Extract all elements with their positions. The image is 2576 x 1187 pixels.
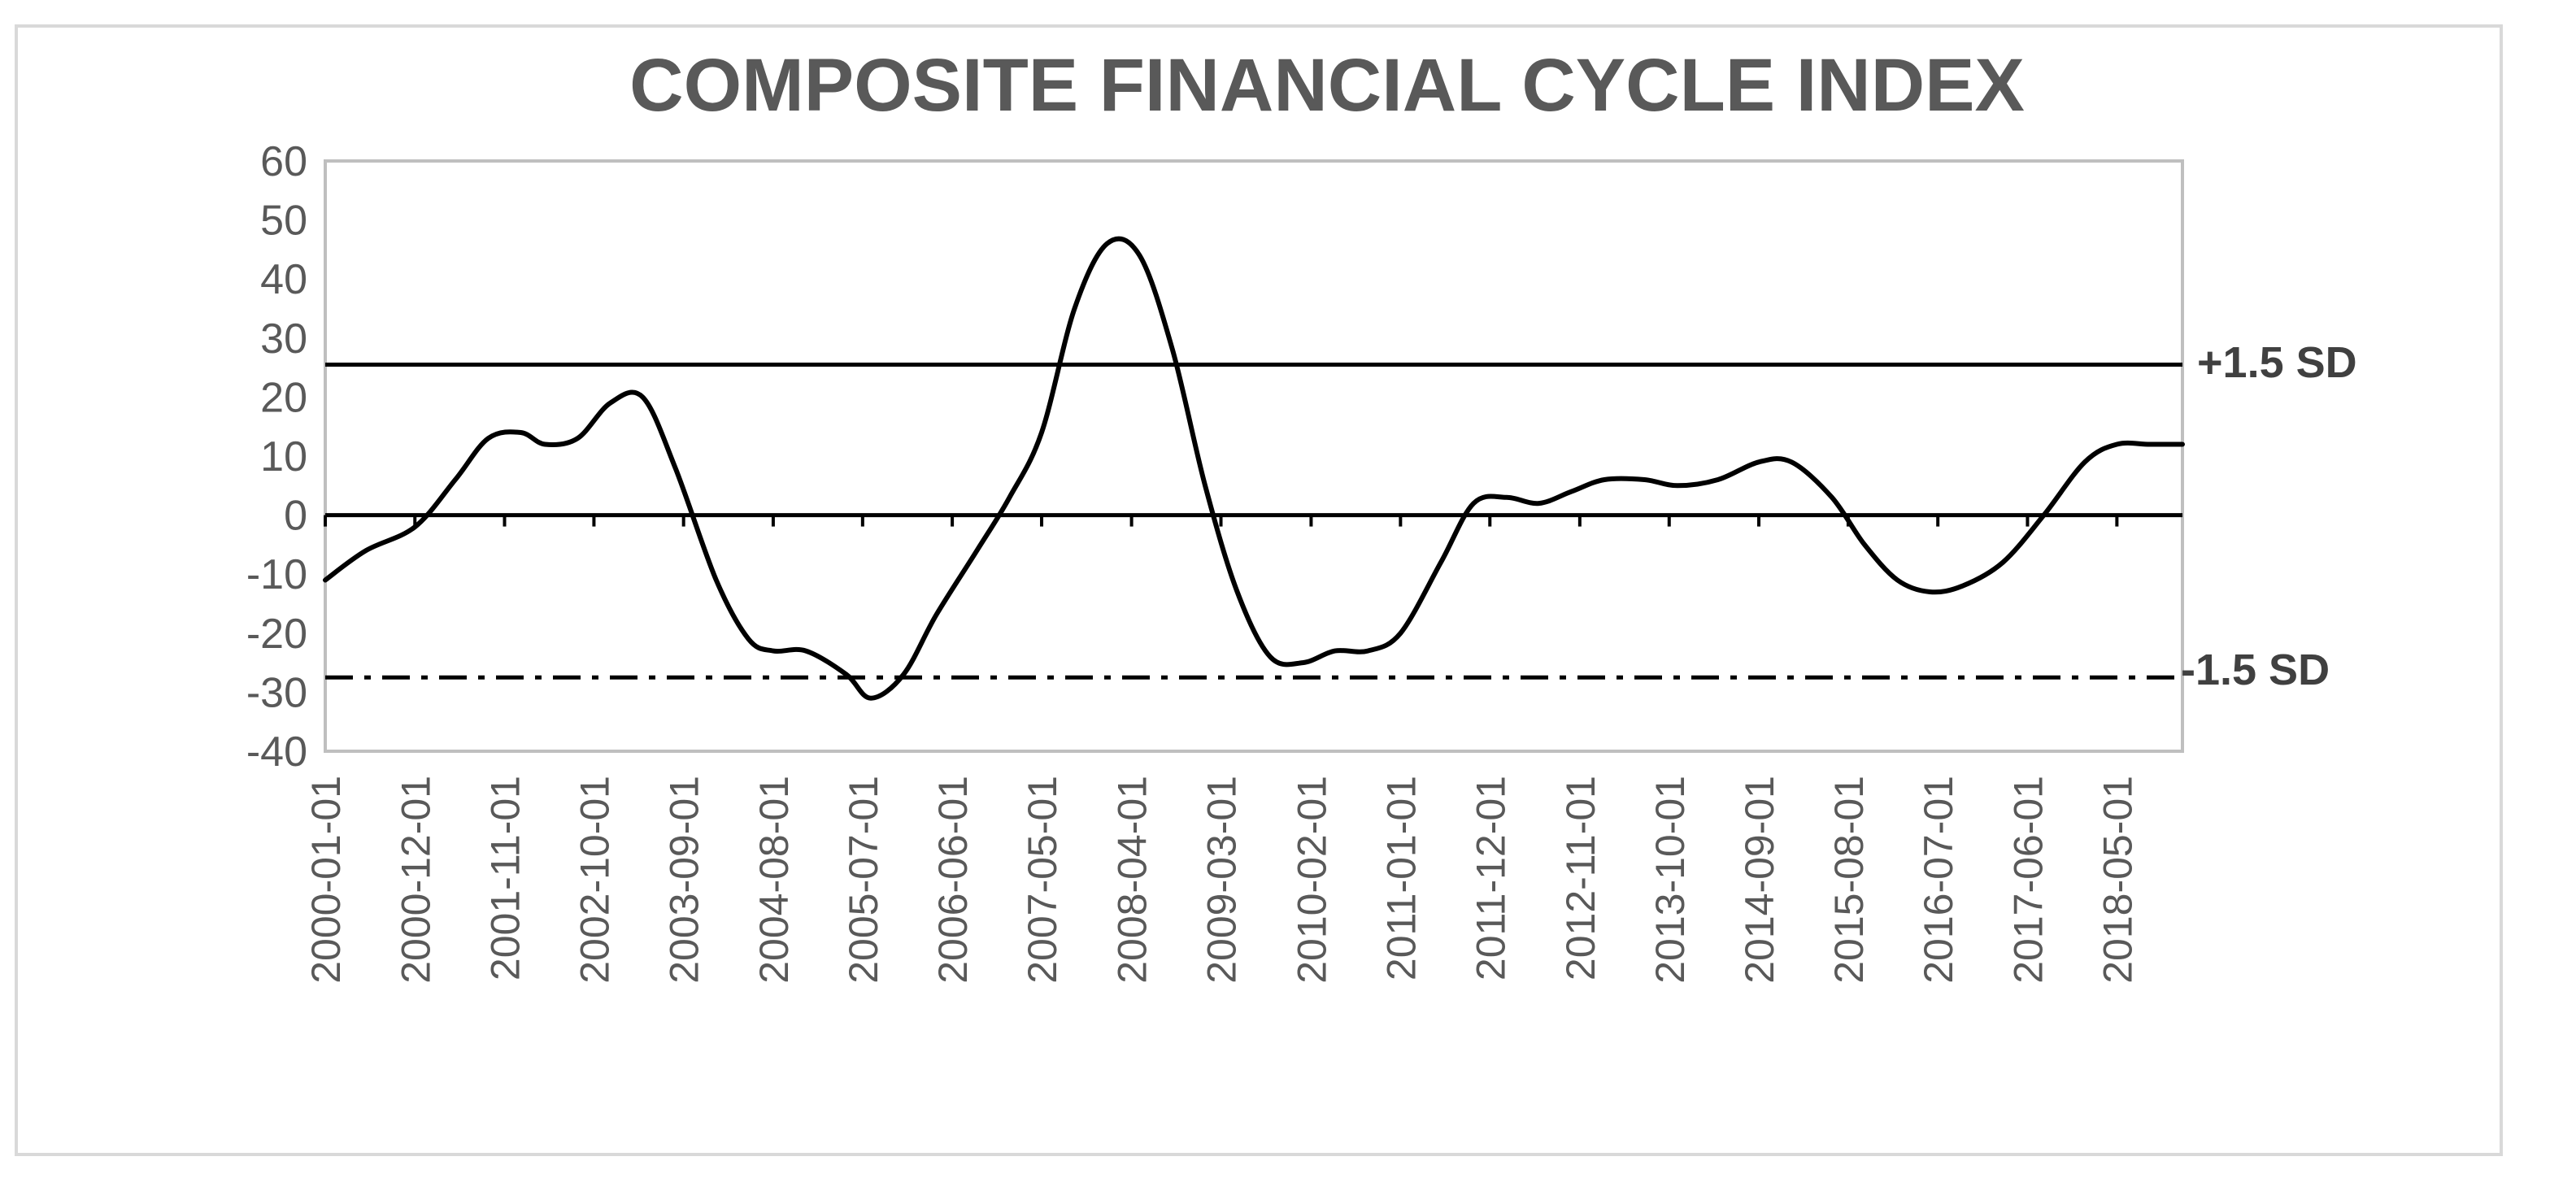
x-tick-label: 2007-05-01	[1020, 776, 1065, 984]
x-tick-label: 2011-01-01	[1378, 776, 1424, 980]
x-tick-label: 2003-09-01	[662, 776, 707, 984]
plot-area	[324, 159, 2184, 753]
x-tick-label: 2002-10-01	[572, 776, 617, 984]
chart-title: COMPOSITE FINANCIAL CYCLE INDEX	[629, 44, 2025, 127]
chart-svg: COMPOSITE FINANCIAL CYCLE INDEX 60 50 40 30…	[246, 44, 2357, 984]
plus-sd-label: +1.5 SD	[2197, 338, 2357, 387]
x-tick-label: 2012-11-01	[1558, 776, 1603, 980]
y-tick-label: 60	[260, 138, 307, 185]
x-tick-label: 2000-12-01	[393, 776, 438, 984]
series-line	[323, 236, 2185, 701]
minus-sd-label: -1.5 SD	[2181, 646, 2330, 694]
x-axis-ticks: 2000-01-01 2000-12-01 2001-11-01 2002-10-01…	[303, 515, 2140, 984]
x-tick-label: 2018-05-01	[2095, 776, 2140, 984]
x-tick-label: 2011-12-01	[1468, 776, 1513, 980]
x-tick-label: 2008-04-01	[1110, 776, 1155, 984]
y-tick-label: -40	[246, 728, 307, 776]
x-tick-label: 2001-11-01	[483, 776, 529, 980]
y-tick-label: -20	[246, 611, 307, 658]
plot-border	[324, 159, 2184, 753]
x-tick-label: 2016-07-01	[1916, 776, 1961, 984]
series-layer	[323, 236, 2185, 701]
x-tick-label: 2000-01-01	[303, 776, 349, 984]
y-axis-ticks: 60 50 40 30 20 10 0 -10 -20 -30 -40	[246, 138, 307, 776]
y-tick-label: 0	[284, 493, 307, 540]
x-tick-label: 2010-02-01	[1289, 776, 1334, 984]
y-tick-label: 20	[260, 374, 307, 421]
x-tick-label: 2004-08-01	[751, 776, 797, 984]
y-tick-label: 10	[260, 433, 307, 480]
reference-lines	[325, 362, 2182, 680]
y-tick-label: 50	[260, 198, 307, 245]
y-tick-label: -30	[246, 669, 307, 716]
x-tick-label: 2005-07-01	[841, 776, 886, 984]
y-tick-label: 40	[260, 256, 307, 303]
y-tick-label: -10	[246, 551, 307, 598]
y-tick-label: 30	[260, 315, 307, 363]
x-tick-label: 2009-03-01	[1199, 776, 1245, 984]
x-tick-label: 2017-06-01	[2005, 776, 2051, 984]
x-tick-label: 2013-10-01	[1647, 776, 1693, 984]
x-tick-label: 2006-06-01	[930, 776, 976, 984]
chart-frame: COMPOSITE FINANCIAL CYCLE INDEX 60 50 40 30…	[15, 24, 2503, 1156]
x-tick-label: 2014-09-01	[1737, 776, 1782, 984]
x-tick-label: 2015-08-01	[1826, 776, 1872, 984]
reference-labels: +1.5 SD -1.5 SD	[2181, 338, 2357, 694]
